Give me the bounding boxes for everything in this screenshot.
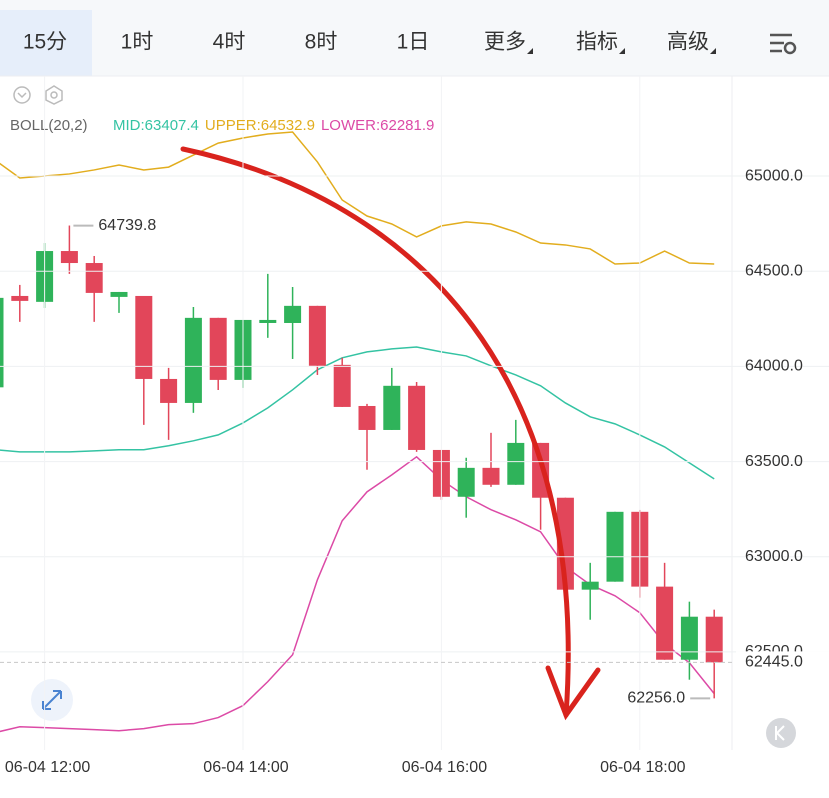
- candle-body: [60, 251, 78, 264]
- last-price-tag: [736, 651, 829, 674]
- x-tick-label: 06-04 14:00: [203, 759, 289, 776]
- candle-body: [383, 385, 401, 430]
- settings-icon[interactable]: [770, 33, 797, 55]
- tab[interactable]: 1日: [397, 31, 430, 54]
- y-tick-label: 63500.0: [745, 453, 803, 470]
- tab[interactable]: 8时: [305, 31, 338, 54]
- tab-bar: [0, 0, 829, 76]
- candle-body: [705, 616, 723, 663]
- legend-title: BOLL(20,2): [10, 117, 88, 134]
- candle-body: [333, 364, 351, 407]
- x-tick-label: 06-04 12:00: [5, 759, 91, 776]
- candle-body: [0, 297, 4, 388]
- y-tick-label: 63000.0: [745, 548, 803, 565]
- candle-body: [656, 586, 674, 660]
- dropdown-caret: [710, 48, 716, 54]
- candle-body: [308, 305, 326, 366]
- candle-body: [457, 467, 475, 497]
- tab[interactable]: 高级: [667, 31, 709, 54]
- candle-body: [209, 317, 227, 380]
- candle-body: [680, 616, 698, 660]
- candle-body: [358, 405, 376, 430]
- candle-body: [85, 263, 103, 293]
- low-marker-label: 62256.0: [627, 690, 685, 707]
- candle-body: [259, 319, 277, 323]
- red-arrow: [180, 146, 601, 721]
- candle-body: [110, 291, 128, 297]
- dropdown-caret: [619, 48, 625, 54]
- boll-line: [0, 455, 715, 733]
- candle-body: [581, 581, 599, 590]
- tab[interactable]: 15分: [23, 31, 67, 54]
- tab[interactable]: 更多: [484, 31, 526, 54]
- candle-body: [482, 467, 500, 485]
- candle-body: [507, 442, 525, 485]
- last-price-label: 62445.0: [745, 654, 803, 671]
- y-tick-label: 65000.0: [745, 167, 803, 184]
- candle-body: [606, 511, 624, 582]
- collapse-button[interactable]: [766, 718, 796, 748]
- dropdown-caret: [527, 48, 533, 54]
- legend-entry: MID:63407.4: [113, 117, 199, 134]
- active-tab-bg: [0, 10, 92, 76]
- boll-line: [0, 131, 715, 265]
- legend-entry: LOWER:62281.9: [321, 117, 434, 134]
- indicator-icons[interactable]: [13, 85, 63, 105]
- tab[interactable]: 4时: [213, 31, 246, 54]
- candle-body: [184, 317, 202, 403]
- y-tick-label: 64500.0: [745, 262, 803, 279]
- candle-body: [160, 378, 178, 403]
- expand-icon: [42, 690, 62, 710]
- legend-entry: UPPER:64532.9: [205, 117, 315, 134]
- candle-body: [408, 385, 426, 450]
- candle-body: [135, 295, 153, 379]
- collapse-icon: [775, 725, 785, 741]
- x-tick-label: 06-04 16:00: [402, 759, 488, 776]
- x-tick-label: 06-04 18:00: [600, 759, 686, 776]
- boll-line: [0, 346, 715, 480]
- high-marker-label: 64739.8: [98, 217, 156, 234]
- candle-body: [11, 295, 29, 301]
- y-tick-label: 64000.0: [745, 358, 803, 375]
- tab[interactable]: 指标: [576, 31, 618, 54]
- tab[interactable]: 1时: [121, 31, 154, 54]
- candle-body: [284, 305, 302, 323]
